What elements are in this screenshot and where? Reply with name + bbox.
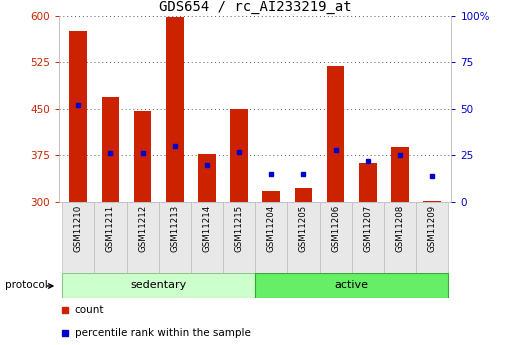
- Bar: [384, 202, 416, 273]
- Bar: [127, 202, 159, 273]
- Text: active: active: [334, 280, 369, 290]
- Text: GSM11213: GSM11213: [170, 205, 180, 252]
- Bar: [327, 67, 345, 202]
- Bar: [191, 202, 223, 273]
- Bar: [166, 17, 184, 202]
- Text: GSM11215: GSM11215: [234, 205, 244, 252]
- Text: GSM11211: GSM11211: [106, 205, 115, 252]
- Bar: [294, 188, 312, 202]
- Bar: [416, 202, 448, 273]
- Bar: [320, 202, 352, 273]
- Bar: [198, 154, 216, 202]
- Text: GSM11210: GSM11210: [74, 205, 83, 252]
- Bar: [287, 202, 320, 273]
- Bar: [359, 163, 377, 202]
- Bar: [230, 109, 248, 202]
- Bar: [134, 110, 151, 202]
- Text: sedentary: sedentary: [131, 280, 187, 290]
- Text: protocol: protocol: [5, 280, 48, 290]
- Text: percentile rank within the sample: percentile rank within the sample: [75, 328, 250, 338]
- Bar: [255, 273, 448, 298]
- Text: GSM11208: GSM11208: [396, 205, 404, 252]
- Text: GSM11205: GSM11205: [299, 205, 308, 252]
- Text: count: count: [75, 305, 104, 315]
- Bar: [223, 202, 255, 273]
- Bar: [263, 191, 280, 202]
- Bar: [62, 202, 94, 273]
- Bar: [159, 202, 191, 273]
- Bar: [352, 202, 384, 273]
- Text: GSM11214: GSM11214: [203, 205, 211, 252]
- Bar: [423, 200, 441, 202]
- Text: GSM11204: GSM11204: [267, 205, 276, 252]
- Title: GDS654 / rc_AI233219_at: GDS654 / rc_AI233219_at: [159, 0, 351, 14]
- Bar: [255, 202, 287, 273]
- Bar: [391, 147, 409, 202]
- Text: GSM11212: GSM11212: [138, 205, 147, 252]
- Bar: [69, 31, 87, 202]
- Text: GSM11207: GSM11207: [363, 205, 372, 252]
- Text: GSM11209: GSM11209: [428, 205, 437, 252]
- Bar: [94, 202, 127, 273]
- Bar: [102, 98, 120, 202]
- Bar: [62, 273, 255, 298]
- Text: GSM11206: GSM11206: [331, 205, 340, 252]
